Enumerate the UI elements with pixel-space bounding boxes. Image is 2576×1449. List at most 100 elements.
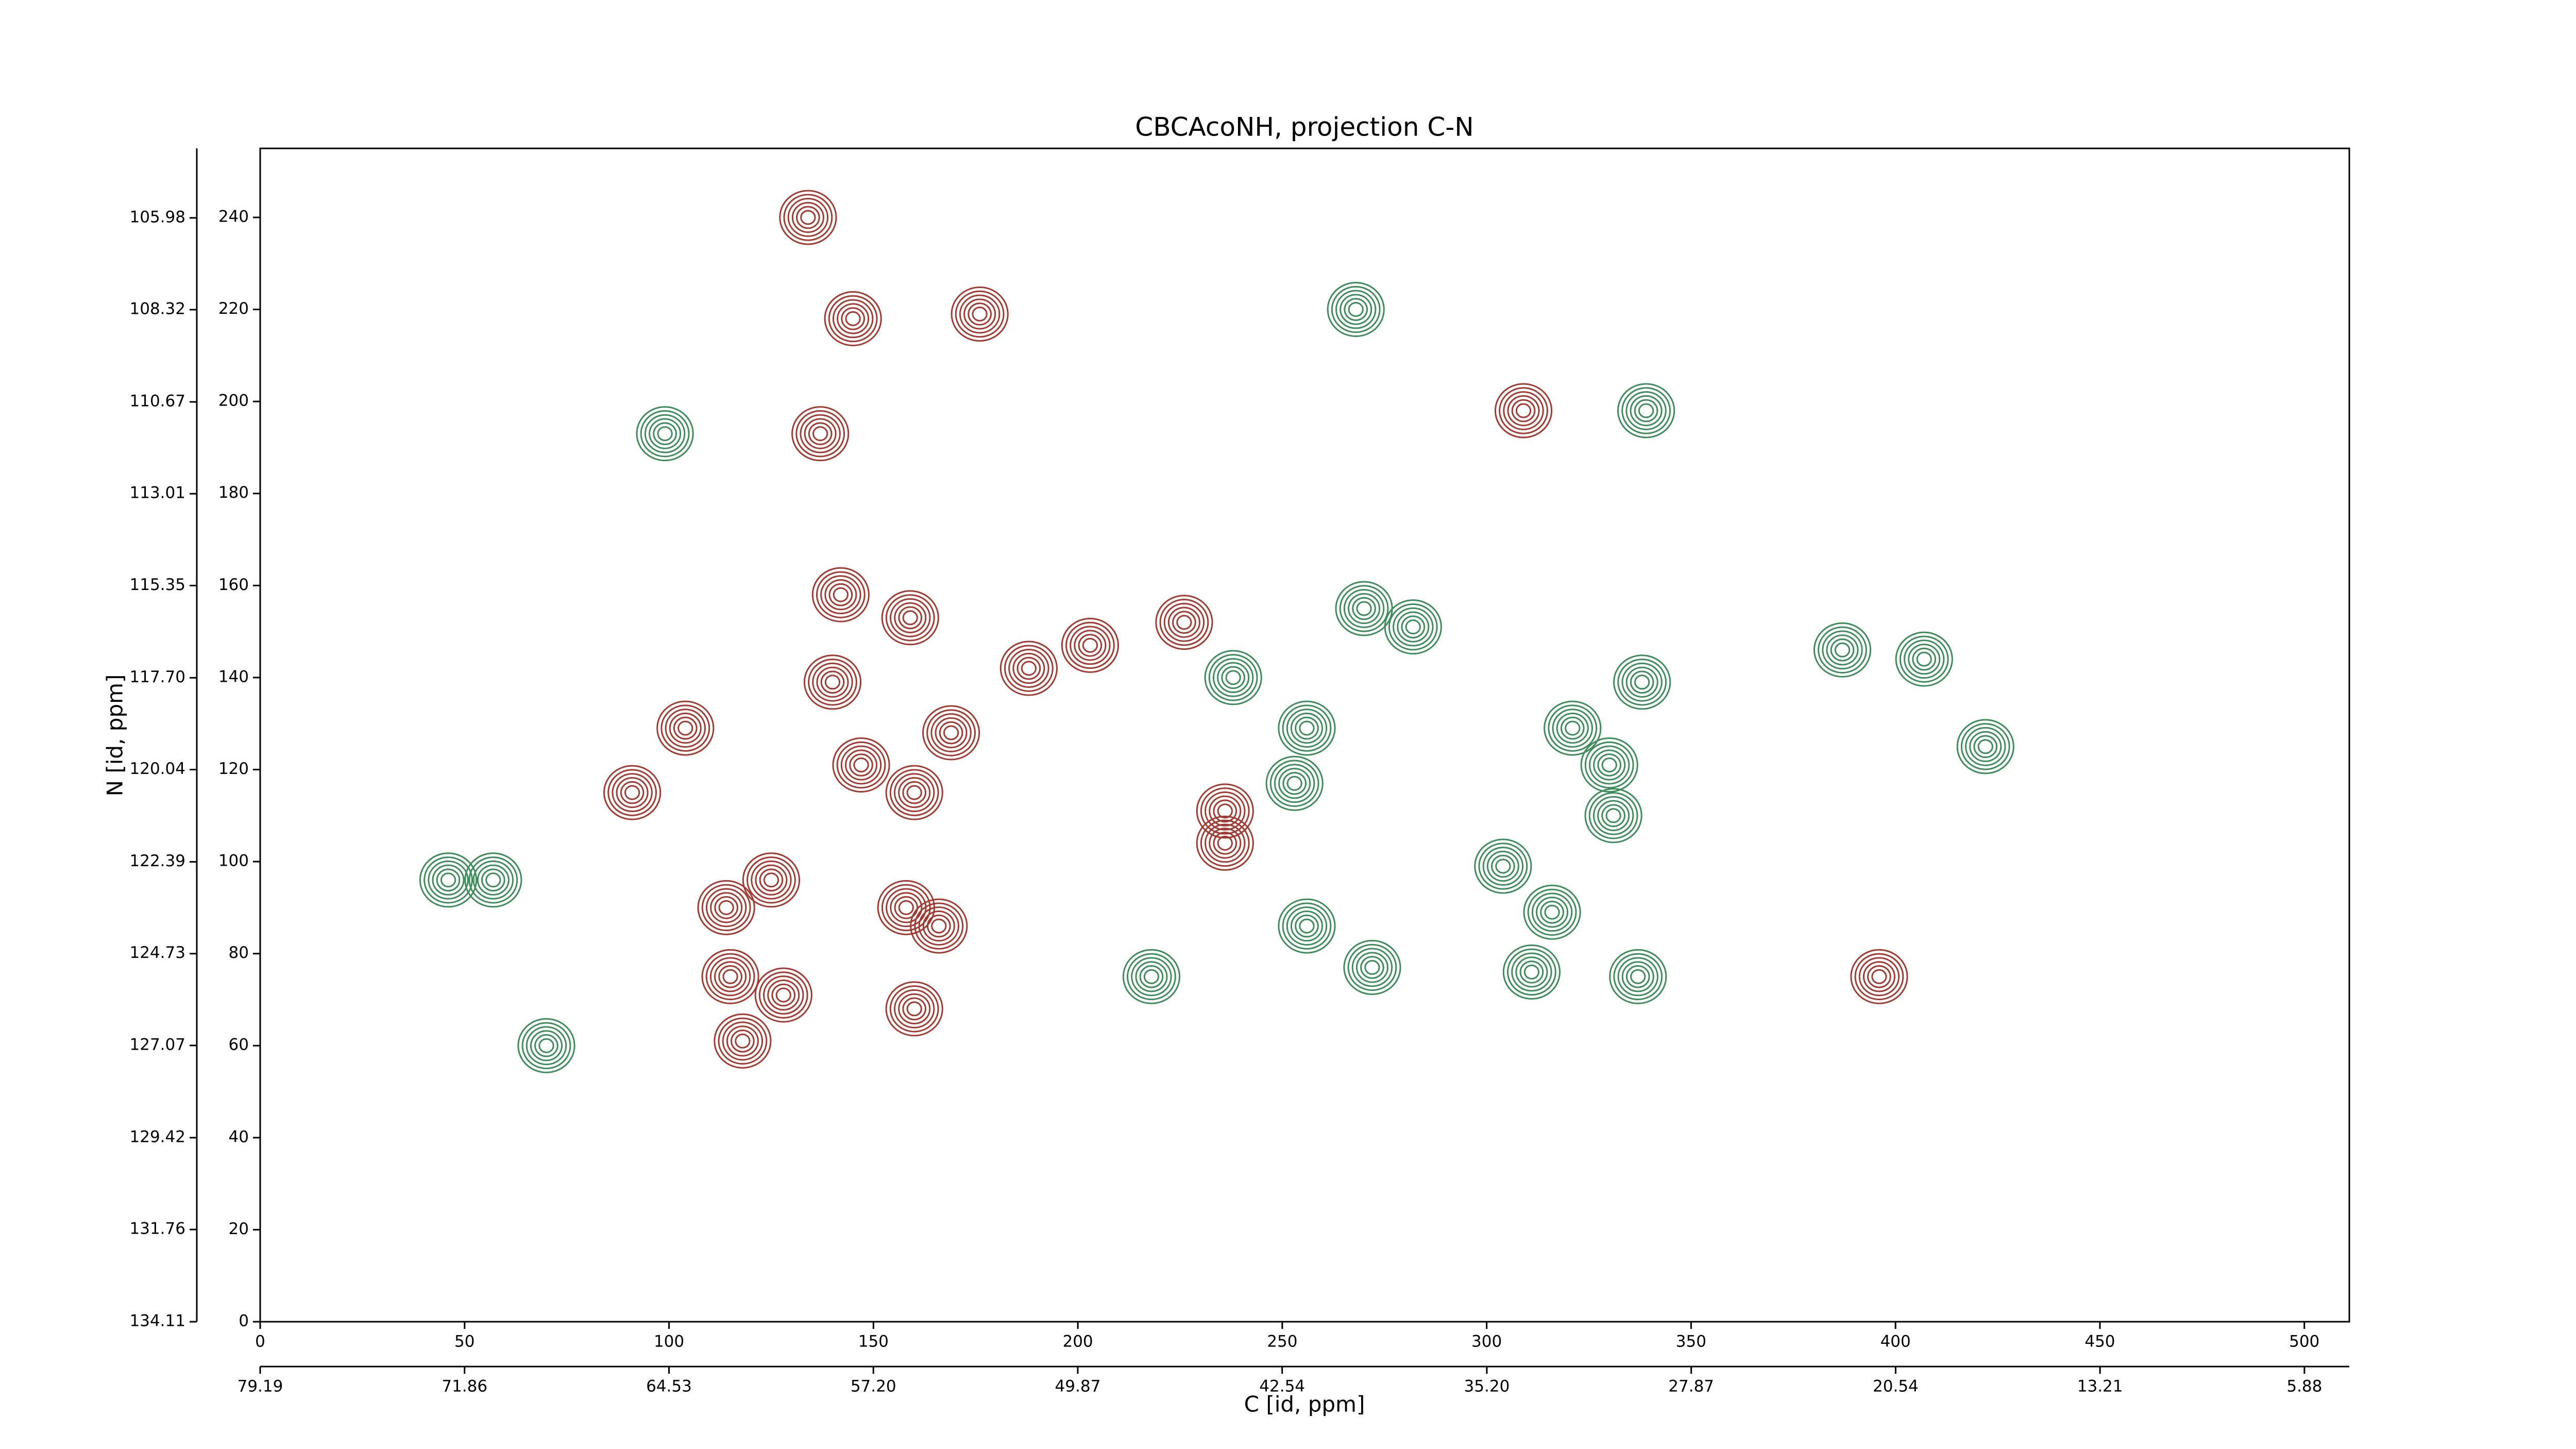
peak <box>1584 788 1642 844</box>
contour-level <box>1021 661 1037 676</box>
contour-level <box>844 749 878 781</box>
contour-level <box>787 198 829 237</box>
contour-level <box>893 989 935 1029</box>
contour-level <box>1965 727 2006 766</box>
contour-level <box>808 659 857 706</box>
contour-level <box>1299 720 1315 736</box>
contour-level <box>1531 892 1573 932</box>
contour-level <box>1286 709 1328 748</box>
contour-level <box>758 971 808 1019</box>
contour-level <box>1494 383 1553 439</box>
contour-level <box>624 785 640 800</box>
contour-level <box>812 426 828 442</box>
contour-level <box>1507 395 1540 427</box>
contour-level <box>1159 599 1209 646</box>
x-tick-label: 100 <box>654 1333 684 1351</box>
peak <box>910 898 968 954</box>
peak <box>1580 737 1638 793</box>
contour-level <box>1282 704 1332 752</box>
contour-level <box>1352 597 1376 620</box>
contour-level <box>893 773 935 813</box>
contour-level <box>1511 952 1552 992</box>
contour-level <box>1503 391 1544 430</box>
contour-level <box>837 303 870 334</box>
peak <box>1327 282 1385 338</box>
contour-level <box>898 900 914 915</box>
y2-tick-label: 115.35 <box>130 576 185 594</box>
peak <box>1617 383 1675 439</box>
contour-level <box>1348 593 1381 625</box>
contour-level <box>1867 965 1891 988</box>
contour-level <box>1278 898 1336 954</box>
contour-level <box>910 898 968 954</box>
contour-level <box>1200 819 1250 867</box>
x-tick-label: 450 <box>2084 1333 2115 1351</box>
x2-tick-label: 49.87 <box>1055 1377 1101 1396</box>
contour-level <box>1348 302 1364 317</box>
contour-level <box>714 961 747 992</box>
contour-level <box>930 713 972 752</box>
contour-level <box>607 769 657 816</box>
contour-level <box>820 575 861 615</box>
contour-level <box>1388 603 1438 651</box>
contour-level <box>1212 658 1254 697</box>
peak <box>701 949 759 1004</box>
contour-level <box>620 781 645 804</box>
contour-level <box>1004 645 1054 692</box>
contour-level <box>1617 957 1658 997</box>
contour-level <box>722 1021 764 1061</box>
contour-level <box>534 1034 558 1057</box>
contour-level <box>791 201 824 233</box>
contour-level <box>1871 969 1887 984</box>
contour-level <box>1278 700 1336 756</box>
contour-level <box>1617 659 1667 706</box>
contour-level <box>1356 601 1372 616</box>
peak <box>999 641 1058 696</box>
contour-level <box>828 295 878 343</box>
chart-title: CBCAcoNH, projection C-N <box>1135 112 1473 142</box>
contour-level <box>701 949 759 1004</box>
contour-level <box>1630 395 1663 427</box>
contour-level <box>833 587 849 602</box>
contour-level <box>759 868 784 892</box>
contour-level <box>898 993 931 1024</box>
contour-level <box>1858 957 1900 997</box>
contour-level <box>440 872 456 888</box>
contour-level <box>603 765 662 820</box>
contour-level <box>1339 585 1389 632</box>
x-tick-label: 50 <box>454 1333 474 1351</box>
contour-level <box>968 302 992 326</box>
y-tick-label: 20 <box>229 1220 249 1238</box>
x2-tick-label: 5.88 <box>2286 1377 2322 1396</box>
contour-level <box>1282 902 1332 950</box>
y-tick-label: 80 <box>229 943 249 962</box>
contour-level <box>1548 704 1598 752</box>
contour-level <box>800 210 816 225</box>
contour-level <box>1360 956 1384 979</box>
contour-level <box>1282 771 1307 795</box>
contour-level <box>1834 642 1851 658</box>
y2-tick-label: 105.98 <box>130 208 185 226</box>
peak <box>824 291 882 346</box>
contour-level <box>963 298 996 330</box>
contour-level <box>1176 615 1192 630</box>
contour-level <box>1172 611 1196 634</box>
contour-level <box>840 745 882 785</box>
y2-tick-label: 124.73 <box>130 943 185 962</box>
contour-level <box>1630 670 1654 694</box>
contour-level <box>935 717 968 749</box>
plot-frame <box>259 147 2350 1323</box>
peak <box>1544 700 1602 756</box>
contour-level <box>1343 589 1385 628</box>
contour-level <box>1290 713 1323 744</box>
contour-level <box>1274 764 1315 803</box>
contour-level <box>1478 843 1528 890</box>
x-axis-label: C [id, ppm] <box>1244 1392 1365 1417</box>
peak <box>791 406 850 462</box>
contour-level <box>751 860 792 900</box>
contour-level <box>1813 622 1872 678</box>
contour-level <box>853 757 869 773</box>
peak <box>464 852 522 908</box>
contour-level <box>816 666 849 698</box>
y-tick-label: 120 <box>218 760 249 778</box>
